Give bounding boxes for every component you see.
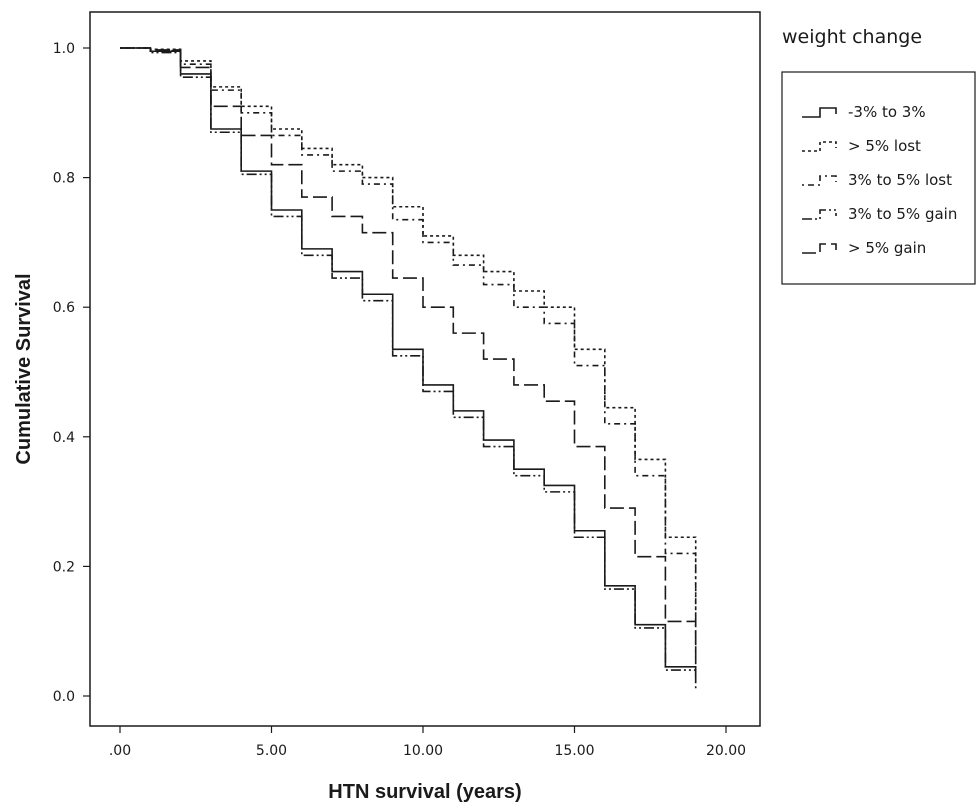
x-tick-label: 5.00	[256, 743, 287, 759]
y-axis: 0.0 0.2 0.4 0.6 0.8 1.0	[53, 41, 90, 705]
series-layer	[120, 47, 697, 690]
legend-label: -3% to 3%	[848, 103, 926, 121]
y-tick-label: 1.0	[53, 41, 75, 57]
legend-swatch	[802, 243, 837, 254]
legend-box	[781, 71, 976, 285]
legend-label: 3% to 5% lost	[848, 171, 952, 189]
series-line-3	[120, 47, 697, 658]
y-axis-title: Cumulative Survival	[13, 273, 35, 464]
legend-label: > 5% gain	[848, 239, 926, 257]
legend-swatch	[802, 107, 837, 118]
x-tick-label: 10.00	[403, 743, 443, 759]
legend: -3% to 3% > 5% lost 3% to 5% lost 3% to 5% …	[802, 103, 957, 257]
series-line-1	[120, 47, 697, 671]
legend-label: 3% to 5% gain	[848, 205, 957, 223]
plot-frame	[89, 11, 761, 727]
y-tick-label: 0.0	[53, 689, 75, 705]
y-tick-label: 0.4	[53, 430, 75, 446]
x-tick-label: 15.00	[554, 743, 594, 759]
series-line-5	[120, 47, 697, 684]
series-line-2	[120, 47, 697, 645]
y-tick-label: 0.8	[53, 171, 75, 187]
x-tick-label: .00	[109, 743, 131, 759]
legend-swatch	[802, 141, 837, 152]
y-tick-label: 0.2	[53, 559, 75, 575]
x-axis: .00 5.00 10.00 15.00 20.00	[109, 726, 746, 759]
legend-title: weight change	[782, 26, 922, 48]
legend-swatch	[802, 209, 837, 220]
x-tick-label: 20.00	[706, 743, 746, 759]
legend-label: > 5% lost	[848, 137, 921, 155]
legend-swatch	[802, 175, 837, 186]
series-line-4	[120, 47, 697, 690]
y-tick-label: 0.6	[53, 300, 75, 316]
x-axis-title: HTN survival (years)	[328, 781, 521, 803]
